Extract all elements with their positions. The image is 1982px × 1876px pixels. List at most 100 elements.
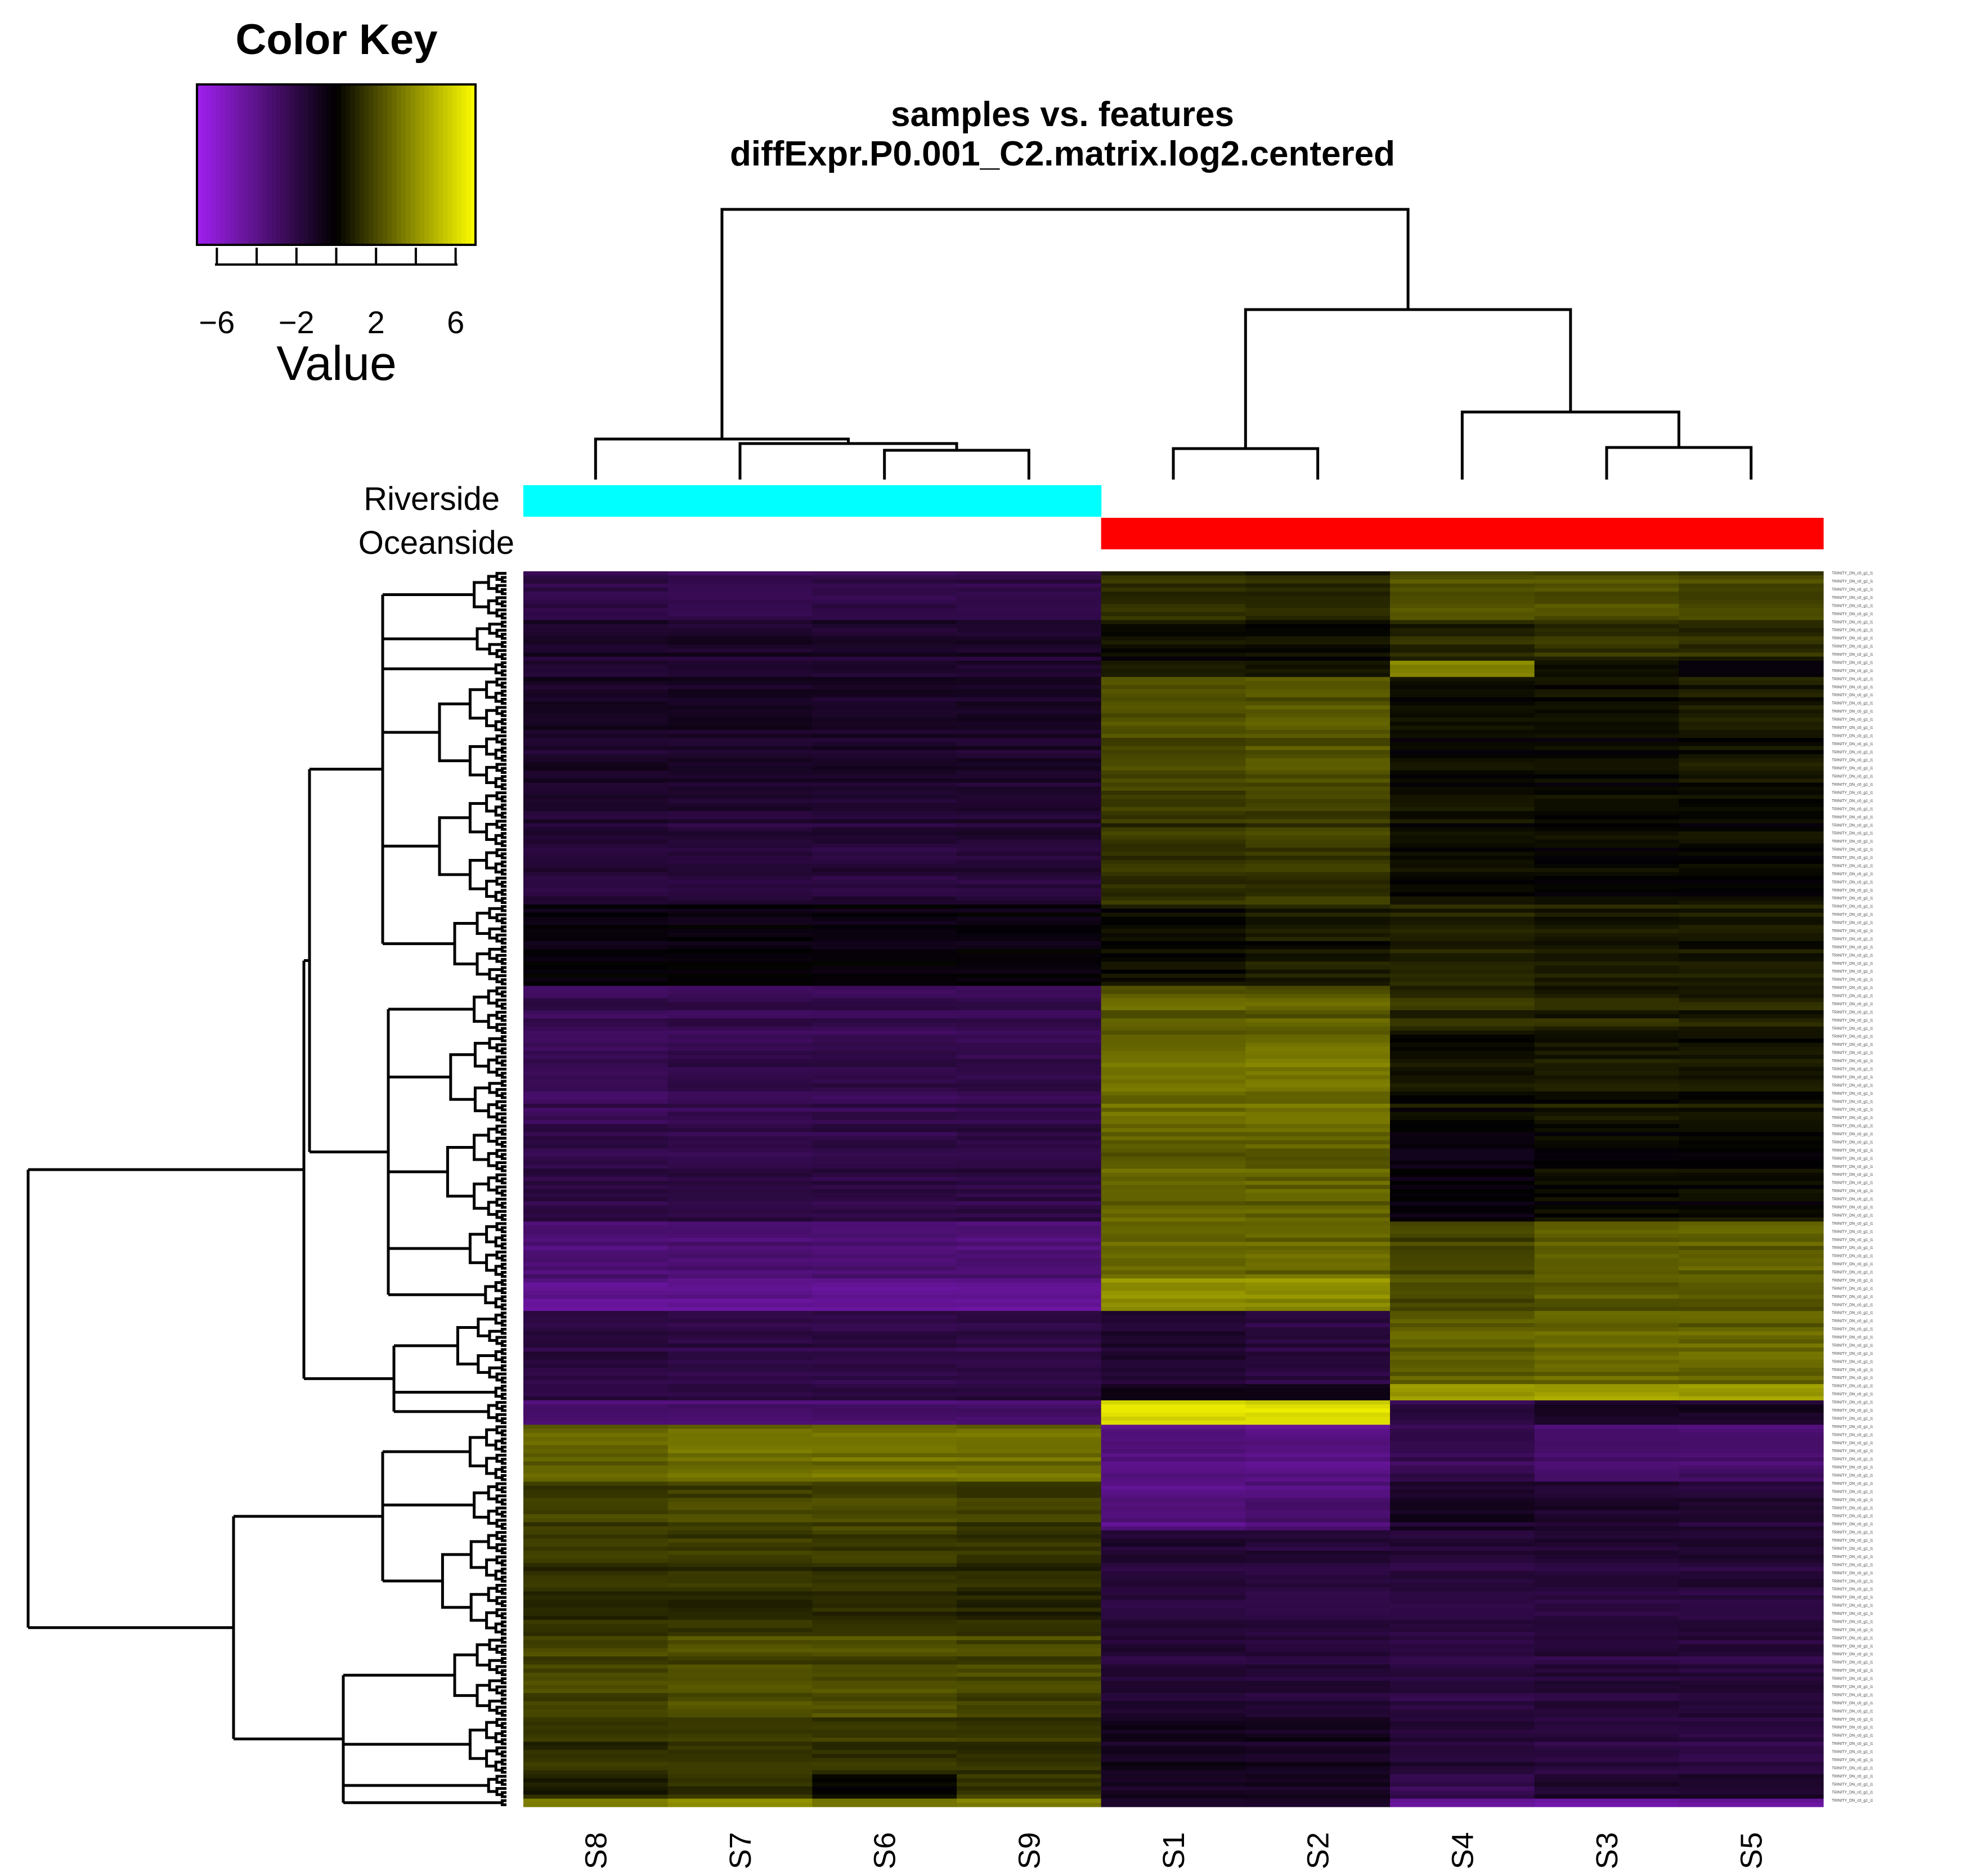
heatmap-cell [667, 1030, 813, 1035]
heatmap-cell [667, 1591, 813, 1596]
row-label: TRINITY_DN_c0_g1_i1 [1832, 1108, 1873, 1112]
heatmap-cell [523, 697, 669, 702]
heatmap-cell [523, 1412, 669, 1417]
heatmap-cell [957, 624, 1102, 629]
heatmap-cell [1679, 644, 1824, 649]
heatmap-cell [957, 575, 1102, 580]
heatmap-cell [1245, 587, 1391, 592]
heatmap-cell [1679, 1291, 1824, 1295]
heatmap-cell [667, 880, 813, 885]
heatmap-cell [812, 1026, 957, 1031]
heatmap-cell [523, 1542, 669, 1547]
heatmap-cell [957, 1693, 1102, 1698]
heatmap-cell [812, 863, 957, 868]
row-label: TRINITY_DN_c0_g1_i1 [1832, 1149, 1873, 1153]
row-label: TRINITY_DN_c0_g1_i1 [1832, 1116, 1873, 1120]
heatmap-cell [667, 876, 813, 881]
heatmap-cell [1101, 1099, 1246, 1104]
heatmap-cell [1101, 1185, 1246, 1190]
dendrogram-link [500, 682, 506, 689]
row-label: TRINITY_DN_c0_g1_i1 [1832, 1059, 1873, 1063]
heatmap-cell [1534, 941, 1679, 946]
heatmap-cell [1245, 1774, 1391, 1779]
heatmap-cell [1245, 1676, 1391, 1681]
heatmap-cell [523, 1705, 669, 1710]
row-label: TRINITY_DN_c0_g1_i1 [1832, 1490, 1873, 1494]
heatmap-cell [1245, 1754, 1391, 1758]
heatmap-cell [1245, 859, 1391, 865]
dendrogram-link [500, 1047, 506, 1055]
heatmap-cell [1534, 1108, 1679, 1112]
dendrogram-link [720, 208, 1410, 439]
heatmap-cell [667, 1640, 813, 1645]
heatmap-cell [1245, 1660, 1391, 1665]
row-label: TRINITY_DN_c0_g1_i1 [1832, 1775, 1873, 1779]
heatmap-cell [1679, 892, 1824, 897]
dendrogram-link [488, 927, 503, 940]
heatmap-cell [1101, 1331, 1246, 1336]
heatmap-cell [1534, 982, 1679, 987]
heatmap-cell [1679, 1481, 1824, 1487]
heatmap-cell [1390, 1250, 1535, 1255]
heatmap-cell [1534, 1095, 1679, 1100]
dendrogram-link [500, 1104, 506, 1112]
heatmap-cell [667, 1685, 813, 1690]
heatmap-cell [1101, 1270, 1246, 1275]
heatmap-cell [523, 1108, 669, 1112]
heatmap-cell [1390, 1546, 1535, 1551]
heatmap-cell [1679, 1790, 1824, 1795]
heatmap-cell [667, 993, 813, 999]
heatmap-cell [1534, 1201, 1679, 1206]
heatmap-cell [667, 827, 813, 832]
heatmap-cell [957, 852, 1102, 857]
heatmap-cell [1679, 1766, 1824, 1771]
heatmap-cell [812, 1144, 957, 1149]
heatmap-cell [523, 1672, 669, 1677]
dendrogram-link [500, 925, 506, 933]
heatmap-cell [812, 1559, 957, 1564]
heatmap-cell [812, 652, 957, 657]
heatmap-cell [1245, 1355, 1391, 1360]
heatmap-cell [812, 1510, 957, 1515]
heatmap-cell [667, 1494, 813, 1498]
heatmap-cell [523, 1331, 669, 1336]
heatmap-cell [957, 746, 1102, 751]
heatmap-cell [1101, 819, 1246, 824]
heatmap-cell [957, 1741, 1102, 1747]
heatmap-cell [957, 1611, 1102, 1617]
heatmap-cell [1534, 1436, 1679, 1441]
heatmap-cell [667, 1636, 813, 1641]
heatmap-cell [523, 1510, 669, 1515]
heatmap-cell [667, 1168, 813, 1174]
heatmap-cell [1245, 669, 1391, 674]
heatmap-cell [1245, 1201, 1391, 1206]
heatmap-cell [1534, 859, 1679, 865]
heatmap-cell [1245, 1421, 1391, 1425]
heatmap-cell [1534, 583, 1679, 588]
heatmap-cell [1679, 652, 1824, 657]
heatmap-cell [1679, 1408, 1824, 1413]
heatmap-cell [1679, 1258, 1824, 1263]
heatmap-cell [1245, 1376, 1391, 1381]
heatmap-cell [523, 1197, 669, 1202]
dendrogram-link [1172, 447, 1320, 480]
dendrogram-link [500, 1766, 506, 1774]
heatmap-cell [1101, 1002, 1246, 1007]
heatmap-cell [1245, 1006, 1391, 1011]
heatmap-cell [1534, 1518, 1679, 1523]
row-label: TRINITY_DN_c0_g1_i1 [1832, 686, 1873, 689]
group-label-riverside: Riverside [364, 481, 500, 517]
heatmap-cell [957, 1380, 1102, 1385]
heatmap-cell [957, 620, 1102, 625]
heatmap-cell [957, 1717, 1102, 1722]
heatmap-cell [1390, 1217, 1535, 1222]
heatmap-cell [1101, 990, 1246, 995]
heatmap-cell [1101, 1701, 1246, 1706]
heatmap-cell [1390, 1176, 1535, 1181]
dendrogram-link [500, 832, 506, 839]
row-label: TRINITY_DN_c0_g1_i1 [1832, 612, 1873, 616]
heatmap-cell [1534, 1611, 1679, 1617]
heatmap-cell [1679, 1282, 1824, 1287]
heatmap-cell [1679, 656, 1824, 661]
heatmap-cell [1245, 1453, 1391, 1458]
